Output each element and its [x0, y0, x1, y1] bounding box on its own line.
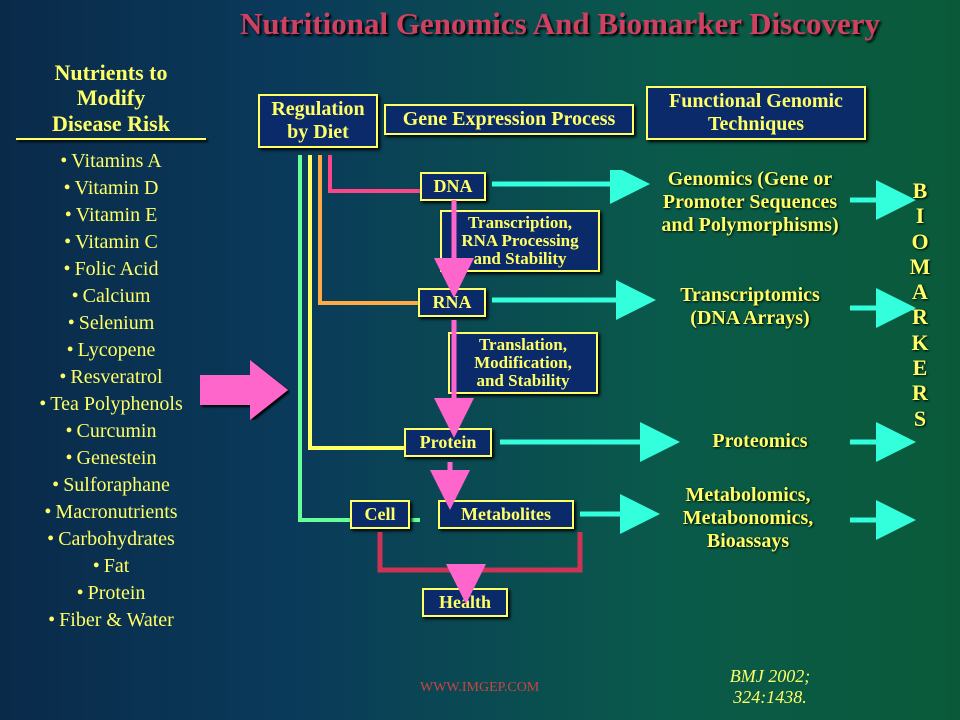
list-item: Genestein — [6, 445, 216, 472]
list-item: Sulforaphane — [6, 472, 216, 499]
nutrients-heading: Nutrients to Modify Disease Risk — [6, 60, 216, 136]
list-item: Vitamin E — [6, 202, 216, 229]
tech-metab-l3: Bioassays — [707, 530, 789, 552]
regulation-l1: Regulation — [271, 98, 364, 120]
fgt-l2: Techniques — [708, 113, 804, 135]
tech-metab-l2: Metabonomics, — [683, 507, 814, 529]
list-item: Tea Polyphenols — [6, 391, 216, 418]
list-item: Vitamins A — [6, 148, 216, 175]
tech-genomics: Genomics (Gene or Promoter Sequences and… — [640, 168, 860, 237]
list-item: Protein — [6, 580, 216, 607]
nutrient-list: Vitamins AVitamin DVitamin EVitamin CFol… — [6, 148, 216, 634]
biomarkers-letter: R — [908, 304, 932, 329]
list-item: Lycopene — [6, 337, 216, 364]
biomarkers-label: BIOMARKERS — [908, 178, 932, 431]
tech-genomics-l2: Promoter Sequences — [663, 191, 837, 213]
list-item: Vitamin C — [6, 229, 216, 256]
biomarkers-letter: M — [908, 254, 932, 279]
fgt-l1: Functional Genomic — [669, 90, 843, 112]
website-url: WWW.IMGEP.COM — [420, 680, 539, 696]
tech-proteomics: Proteomics — [680, 430, 840, 453]
citation-l2: 324:1438. — [733, 687, 807, 707]
list-item: Curcumin — [6, 418, 216, 445]
page-title: Nutritional Genomics And Biomarker Disco… — [180, 6, 940, 42]
biomarkers-letter: A — [908, 279, 932, 304]
list-item: Fat — [6, 553, 216, 580]
biomarkers-letter: B — [908, 178, 932, 203]
arrow-nutrients-to-regulation — [200, 360, 290, 420]
regulation-box: Regulation by Diet — [258, 94, 378, 148]
regulation-l2: by Diet — [287, 121, 349, 143]
biomarkers-letter: R — [908, 380, 932, 405]
heading-underline — [16, 138, 206, 140]
nutrients-heading-l3: Disease Risk — [52, 111, 170, 136]
list-item: Vitamin D — [6, 175, 216, 202]
tech-transcriptomics-l2: (DNA Arrays) — [690, 307, 809, 329]
nutrients-heading-l2: Modify — [77, 85, 145, 110]
tech-metab-l1: Metabolomics, — [686, 484, 811, 506]
list-item: Resveratrol — [6, 364, 216, 391]
list-item: Folic Acid — [6, 256, 216, 283]
biomarkers-letter: S — [908, 406, 932, 431]
list-item: Macronutrients — [6, 499, 216, 526]
biomarkers-letter: K — [908, 330, 932, 355]
tech-genomics-l3: and Polymorphisms) — [661, 214, 838, 236]
biomarkers-letter: E — [908, 355, 932, 380]
list-item: Fiber & Water — [6, 607, 216, 634]
nutrients-panel: Nutrients to Modify Disease Risk Vitamin… — [6, 60, 216, 634]
list-item: Calcium — [6, 283, 216, 310]
citation-l1: BMJ 2002; — [730, 666, 810, 686]
tech-genomics-l1: Genomics (Gene or — [668, 168, 832, 190]
biomarkers-letter: I — [908, 203, 932, 228]
nutrients-heading-l1: Nutrients to — [54, 60, 167, 85]
tech-transcriptomics: Transcriptomics (DNA Arrays) — [650, 284, 850, 330]
fgt-box: Functional Genomic Techniques — [646, 86, 866, 140]
tech-transcriptomics-l1: Transcriptomics — [680, 284, 820, 306]
biomarkers-letter: O — [908, 229, 932, 254]
tech-metab: Metabolomics, Metabonomics, Bioassays — [648, 484, 848, 553]
gep-box: Gene Expression Process — [384, 104, 634, 135]
list-item: Carbohydrates — [6, 526, 216, 553]
list-item: Selenium — [6, 310, 216, 337]
citation: BMJ 2002; 324:1438. — [680, 666, 860, 708]
